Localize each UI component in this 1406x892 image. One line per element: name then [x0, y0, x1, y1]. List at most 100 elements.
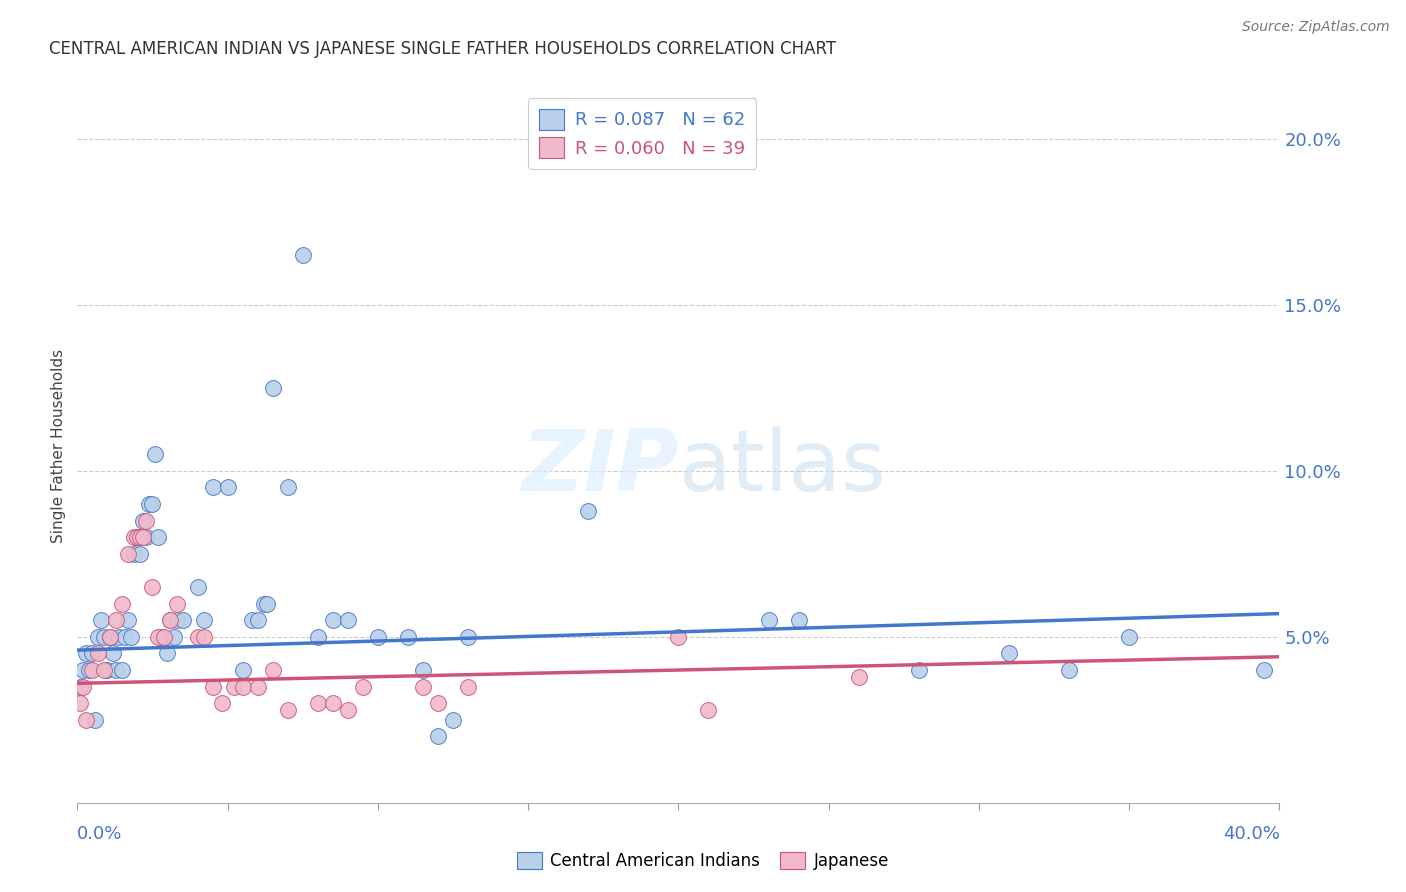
Point [79, 663, 101, 677]
Point [96, 663, 118, 677]
Point [124, 547, 146, 561]
Point [93, 630, 115, 644]
Point [336, 703, 359, 717]
Point [307, 696, 329, 710]
Point [84, 713, 107, 727]
Point [103, 647, 125, 661]
Point [396, 630, 419, 644]
Point [848, 670, 870, 684]
Text: Source: ZipAtlas.com: Source: ZipAtlas.com [1241, 20, 1389, 34]
Text: ZIP: ZIP [520, 425, 679, 509]
Point [262, 663, 284, 677]
Point [87, 647, 110, 661]
Point [322, 696, 344, 710]
Point [576, 504, 599, 518]
Point [166, 597, 188, 611]
Point [291, 248, 314, 262]
Point [201, 481, 224, 495]
Point [148, 530, 170, 544]
Point [127, 530, 149, 544]
Point [240, 613, 263, 627]
Point [277, 481, 299, 495]
Point [697, 703, 720, 717]
Text: 0.0%: 0.0% [77, 825, 122, 843]
Point [69, 680, 91, 694]
Point [156, 647, 179, 661]
Point [322, 613, 344, 627]
Point [187, 630, 209, 644]
Point [307, 630, 329, 644]
Point [908, 663, 931, 677]
Point [69, 696, 91, 710]
Point [222, 680, 245, 694]
Point [114, 630, 136, 644]
Point [1118, 630, 1140, 644]
Point [138, 497, 160, 511]
Point [87, 630, 110, 644]
Point [75, 713, 97, 727]
Point [253, 597, 276, 611]
Point [427, 696, 450, 710]
Point [159, 613, 181, 627]
Point [217, 481, 239, 495]
Point [153, 630, 176, 644]
Point [1057, 663, 1080, 677]
Point [127, 530, 149, 544]
Point [262, 381, 284, 395]
Legend: R = 0.087   N = 62, R = 0.060   N = 39: R = 0.087 N = 62, R = 0.060 N = 39 [529, 98, 756, 169]
Point [787, 613, 810, 627]
Point [120, 630, 142, 644]
Text: 40.0%: 40.0% [1223, 825, 1279, 843]
Point [256, 597, 278, 611]
Point [758, 613, 780, 627]
Point [135, 514, 157, 528]
Point [1253, 663, 1275, 677]
Point [457, 680, 479, 694]
Point [367, 630, 389, 644]
Point [201, 680, 224, 694]
Point [172, 613, 194, 627]
Point [141, 497, 163, 511]
Point [457, 630, 479, 644]
Point [82, 647, 104, 661]
Point [124, 530, 146, 544]
Point [336, 613, 359, 627]
Point [187, 580, 209, 594]
Point [145, 447, 167, 461]
Legend: Central American Indians, Japanese: Central American Indians, Japanese [510, 845, 896, 877]
Point [211, 696, 233, 710]
Point [441, 713, 464, 727]
Point [141, 580, 163, 594]
Point [129, 547, 152, 561]
Point [427, 730, 450, 744]
Point [232, 663, 254, 677]
Point [105, 663, 128, 677]
Point [132, 514, 155, 528]
Point [193, 613, 215, 627]
Point [105, 613, 128, 627]
Point [82, 663, 104, 677]
Point [129, 530, 152, 544]
Point [412, 680, 434, 694]
Point [100, 630, 122, 644]
Point [246, 613, 269, 627]
Text: atlas: atlas [679, 425, 886, 509]
Point [72, 663, 94, 677]
Point [246, 680, 269, 694]
Point [108, 630, 131, 644]
Point [111, 597, 134, 611]
Point [277, 703, 299, 717]
Point [117, 547, 139, 561]
Point [90, 613, 112, 627]
Point [166, 613, 188, 627]
Point [75, 647, 97, 661]
Point [132, 530, 155, 544]
Point [150, 630, 173, 644]
Point [352, 680, 374, 694]
Point [72, 680, 94, 694]
Point [159, 613, 181, 627]
Point [135, 530, 157, 544]
Point [998, 647, 1021, 661]
Point [93, 663, 115, 677]
Point [193, 630, 215, 644]
